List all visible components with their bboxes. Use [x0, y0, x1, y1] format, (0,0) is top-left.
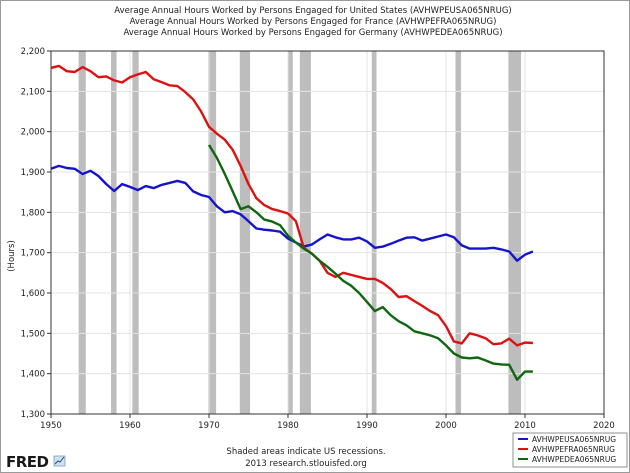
source-note: 2013 research.stlouisfed.org [245, 459, 367, 469]
fred-graph-icon [53, 455, 66, 467]
x-tick-label: 2000 [435, 421, 457, 431]
x-tick-label: 1950 [40, 421, 62, 431]
legend-label-avhwpefra065nrug: AVHWPEFRA065NRUG [532, 445, 615, 454]
y-axis-ticks: 1,300 1,400 1,500 1,600 1,700 1,800 1,900 2,000… [21, 47, 51, 420]
series-line-avhwpedea065nrug [207, 144, 533, 381]
y-tick-label: 1,500 [21, 329, 45, 339]
recession-shading [78, 51, 522, 414]
y-tick-label: 1,900 [21, 168, 45, 178]
fred-logo: FRED [6, 453, 66, 471]
y-axis-label: (Hours) [7, 240, 17, 272]
legend-label-avhwpedea065nrug: AVHWPEDEA065NRUG [532, 455, 616, 464]
y-tick-label: 2,200 [21, 47, 45, 57]
fred-logo-text: FRED [6, 453, 49, 471]
x-axis-ticks: 1950 1960 1970 1980 1990 2000 2010 2020 [40, 414, 615, 431]
recession-band-7 [299, 51, 311, 414]
y-tick-label: 1,300 [21, 410, 45, 420]
recession-band-8 [371, 51, 377, 414]
chart-title-line-2: Average Annual Hours Worked by Persons E… [130, 17, 497, 27]
recession-band-6 [288, 51, 293, 414]
plot-area [50, 50, 605, 415]
recession-band-5 [239, 51, 251, 414]
y-tick-label: 1,600 [21, 289, 45, 299]
recession-band-3 [132, 51, 139, 414]
legend-label-avhwpeusa065nrug: AVHWPEUSA065NRUG [532, 435, 616, 444]
x-tick-label: 1980 [277, 421, 299, 431]
series-lines [50, 64, 534, 381]
chart-title-line-1: Average Annual Hours Worked by Persons E… [114, 6, 511, 16]
x-tick-label: 1960 [119, 421, 141, 431]
x-tick-label: 1970 [198, 421, 220, 431]
recession-band-2 [111, 51, 117, 414]
y-tick-label: 1,700 [21, 249, 45, 259]
series-line-avhwpefra065nrug [50, 64, 533, 347]
x-tick-label: 1990 [356, 421, 378, 431]
recession-band-9 [455, 51, 462, 414]
recession-note: Shaded areas indicate US recessions. [226, 447, 385, 457]
recession-band-10 [508, 51, 522, 414]
x-tick-label: 2020 [593, 421, 615, 431]
y-tick-label: 1,400 [21, 370, 45, 380]
chart-title-line-3: Average Annual Hours Worked by Persons E… [123, 28, 502, 38]
y-tick-label: 2,100 [21, 87, 45, 97]
y-tick-label: 2,000 [21, 128, 45, 138]
recession-band-1 [78, 51, 86, 414]
y-tick-label: 1,800 [21, 208, 45, 218]
legend: AVHWPEUSA065NRUGAVHWPEFRA065NRUGAVHWPEDE… [512, 432, 628, 468]
x-tick-label: 2010 [514, 421, 536, 431]
legend-box [512, 432, 628, 468]
recession-band-4 [208, 51, 217, 414]
